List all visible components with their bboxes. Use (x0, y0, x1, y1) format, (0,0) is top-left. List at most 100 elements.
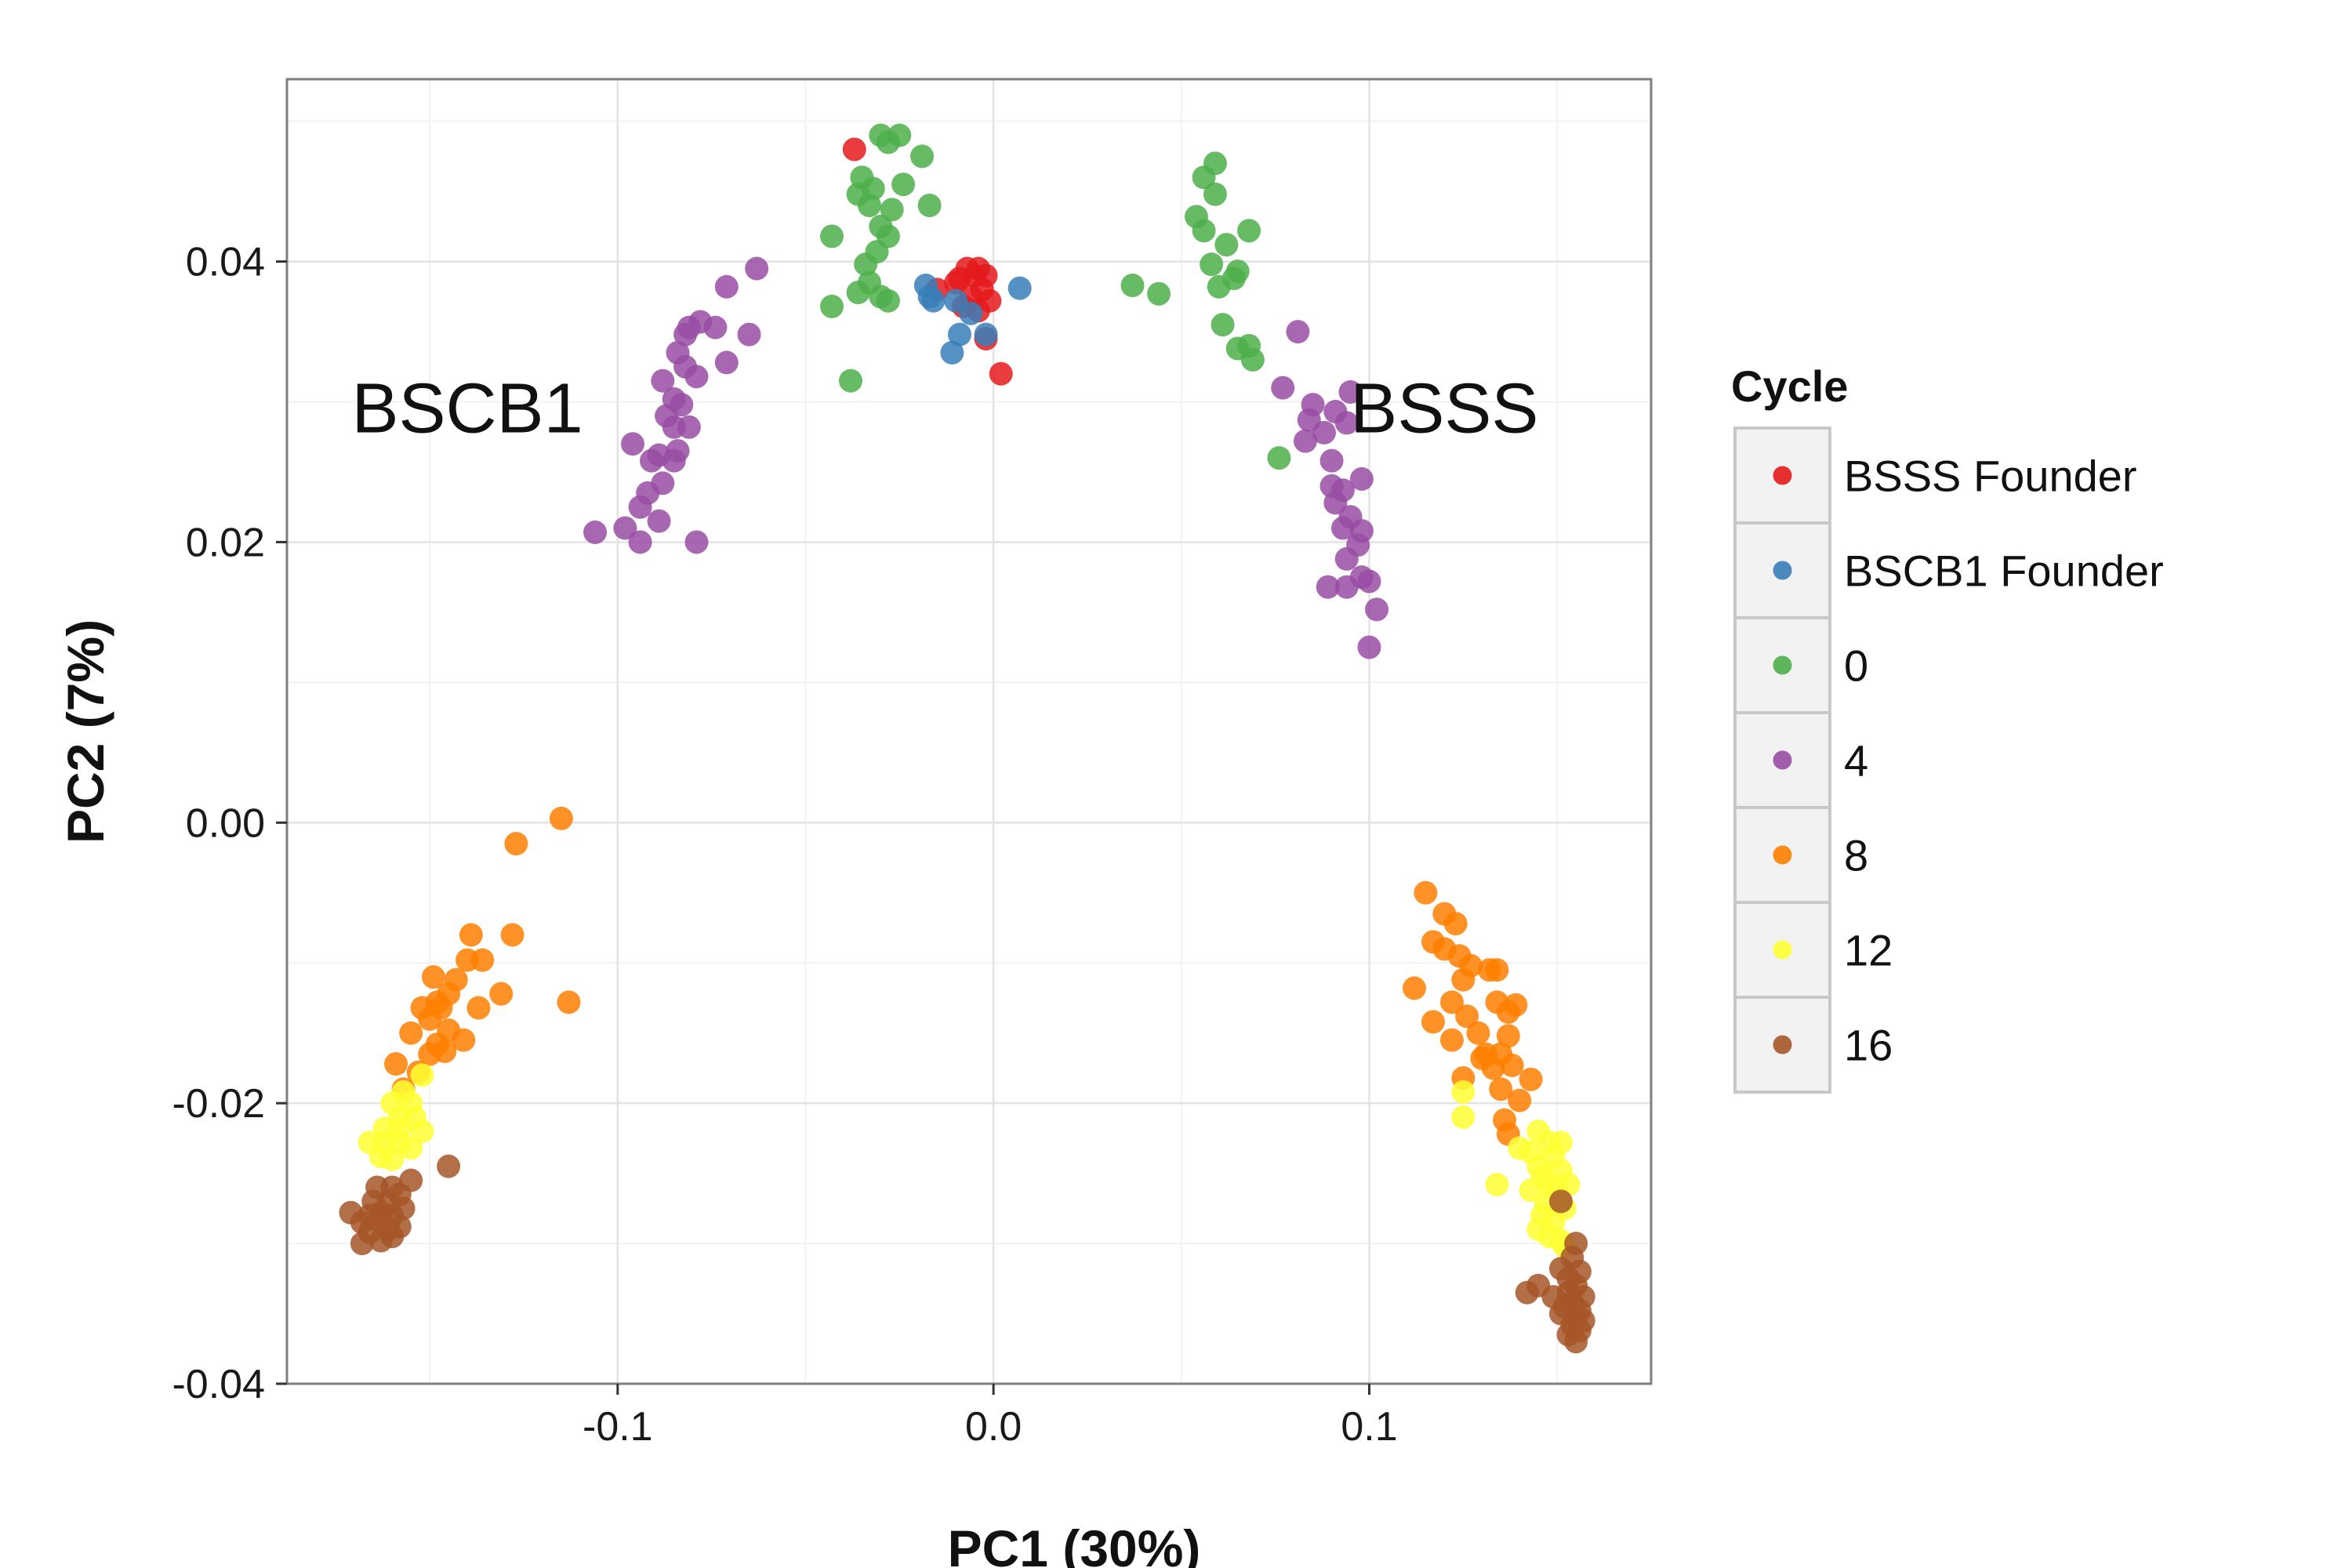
legend-marker (1773, 940, 1792, 960)
y-axis-title: PC2 (7%) (56, 619, 114, 844)
legend: Cycle BSSS Founder BSCB1 Founder 0 4 8 12 16 (1731, 361, 2164, 1094)
data-point (1455, 1004, 1479, 1029)
data-point (948, 267, 972, 291)
data-point (1519, 1067, 1543, 1091)
data-point (714, 350, 739, 375)
data-point (917, 194, 942, 218)
data-point (876, 289, 900, 313)
data-point (418, 1042, 442, 1066)
data-point (504, 832, 528, 856)
data-point (978, 289, 1002, 313)
data-point (854, 252, 878, 277)
data-point (1451, 1080, 1475, 1104)
data-point (500, 923, 524, 947)
data-point (944, 289, 968, 313)
data-point (1414, 880, 1438, 905)
data-point (1485, 958, 1509, 982)
y-tick-label: -0.02 (172, 1081, 265, 1127)
data-point (1312, 420, 1336, 445)
data-point (1192, 165, 1216, 190)
data-point (452, 1028, 476, 1052)
data-point (613, 516, 637, 540)
data-point (974, 322, 998, 347)
data-point (921, 289, 946, 313)
x-axis-title: PC1 (30%) (948, 1519, 1201, 1568)
data-point (410, 1119, 434, 1143)
data-point (1357, 635, 1381, 659)
data-point (1334, 546, 1359, 571)
data-point (1548, 1189, 1573, 1214)
data-point (989, 361, 1013, 386)
data-point (1439, 990, 1464, 1014)
legend-items: BSSS Founder BSCB1 Founder 0 4 8 12 16 (1733, 426, 2164, 1094)
data-point (703, 315, 728, 339)
data-point (1496, 1024, 1520, 1048)
data-point (662, 448, 686, 473)
data-point (948, 322, 972, 347)
legend-label: BSSS Founder (1844, 452, 2137, 501)
y-tick-label: 0.04 (186, 240, 265, 285)
data-point (1334, 411, 1359, 435)
data-point (399, 1021, 423, 1045)
data-point (820, 224, 844, 249)
data-point (1365, 597, 1389, 622)
data-point (839, 368, 863, 393)
data-point (1338, 380, 1363, 405)
data-point (410, 1063, 434, 1087)
data-point (684, 365, 709, 389)
data-point (1319, 448, 1344, 473)
data-points (339, 123, 1595, 1354)
data-point (1541, 1285, 1566, 1309)
data-point (380, 1147, 405, 1171)
data-point (368, 1229, 393, 1253)
data-point (1496, 1000, 1520, 1024)
data-point (1271, 376, 1295, 400)
data-point (1147, 281, 1171, 306)
data-point (1443, 912, 1468, 936)
data-point (647, 509, 671, 533)
data-point (549, 806, 573, 830)
data-point (1210, 313, 1235, 337)
data-point (820, 294, 844, 318)
legend-label: 16 (1844, 1021, 1893, 1070)
legend-marker (1773, 1035, 1792, 1054)
data-point (1564, 1330, 1588, 1354)
data-point (384, 1052, 408, 1076)
data-point (1316, 575, 1340, 599)
data-point (1451, 1105, 1475, 1130)
y-tick-label: -0.04 (172, 1362, 265, 1407)
data-point (673, 322, 698, 347)
legend-label: 4 (1844, 736, 1868, 786)
data-point (1421, 1010, 1445, 1034)
legend-label: 8 (1844, 831, 1868, 880)
data-point (651, 368, 675, 393)
legend-marker (1773, 561, 1792, 580)
data-point (620, 432, 644, 456)
data-point (628, 530, 652, 554)
data-point (1439, 1028, 1464, 1052)
data-point (1481, 1056, 1505, 1080)
legend-marker (1773, 655, 1792, 675)
y-tick-label: 0.02 (186, 520, 265, 565)
y-tick-label: 0.00 (186, 800, 265, 846)
legend-marker (1773, 845, 1792, 865)
data-point (1120, 274, 1145, 298)
data-point (350, 1232, 374, 1256)
legend-title: Cycle (1731, 361, 1848, 411)
data-point (1519, 1178, 1543, 1203)
data-point (846, 280, 870, 304)
y-axis-ticks: -0.04 -0.02 0.00 0.02 0.04 (172, 240, 287, 1407)
data-point (421, 965, 445, 989)
data-point (466, 996, 491, 1020)
data-point (489, 982, 514, 1006)
legend-marker (1773, 750, 1792, 770)
data-point (842, 137, 866, 162)
data-point (940, 340, 964, 365)
data-point (684, 530, 709, 554)
data-point (1508, 1088, 1532, 1112)
data-point (745, 256, 769, 281)
x-tick-label: -0.1 (583, 1404, 653, 1450)
x-axis-ticks: -0.1 0.0 0.1 (583, 1384, 1398, 1450)
data-point (1214, 233, 1239, 257)
